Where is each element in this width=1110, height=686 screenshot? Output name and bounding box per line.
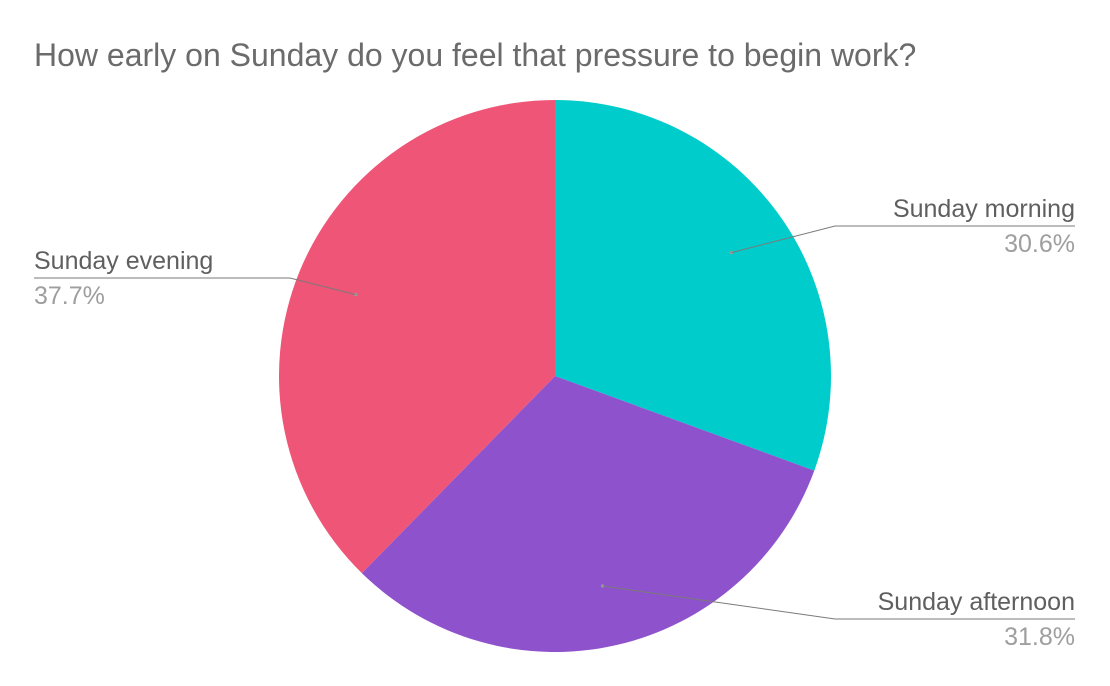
leader-line <box>731 225 1075 254</box>
slice-label: Sunday evening <box>34 247 213 275</box>
leader-line <box>34 277 356 296</box>
slice-percent-label: 31.8% <box>1004 623 1075 651</box>
slice-percent-label: 30.6% <box>1004 230 1075 258</box>
slice-label: Sunday morning <box>893 195 1075 223</box>
slice-labels: Sunday morning 30.6% Sunday afternoon 31.8%… <box>34 195 1075 651</box>
pie-slices <box>278 100 831 653</box>
pie-slice-sunday-evening <box>278 100 555 574</box>
chart-title: How early on Sunday do you feel that pre… <box>34 37 916 73</box>
pie-slice-sunday-afternoon <box>361 376 815 653</box>
slice-label: Sunday afternoon <box>878 588 1075 616</box>
slice-percent-label: 37.7% <box>34 282 105 310</box>
pie-slice-sunday-morning <box>555 100 831 471</box>
leader-line <box>602 585 1075 620</box>
